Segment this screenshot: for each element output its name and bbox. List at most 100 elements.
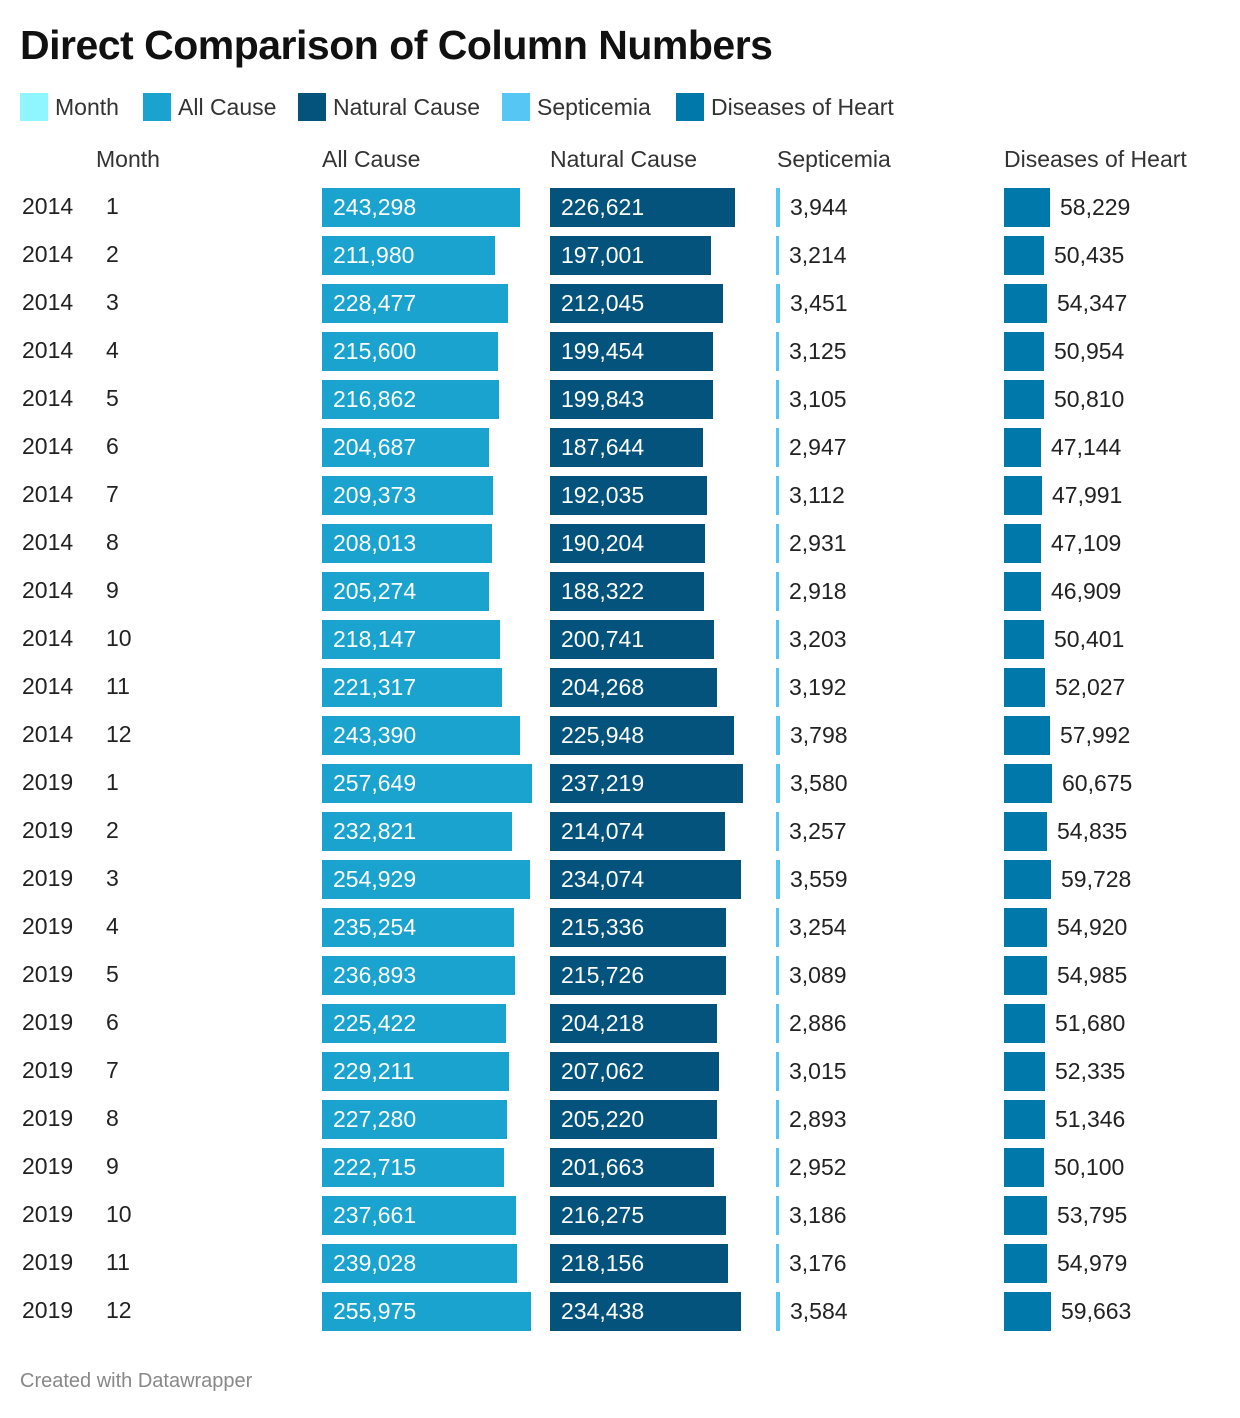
bar-all-cause (322, 620, 500, 659)
cell-year: 2019 (22, 865, 74, 891)
bar-septicemia (776, 1244, 779, 1283)
bar-septicemia (776, 476, 779, 515)
column-header-septicemia[interactable]: Septicemia (777, 146, 891, 172)
bar-label-natural-cause: 225,948 (561, 722, 645, 748)
bar-label-all-cause: 227,280 (333, 1106, 417, 1132)
column-header-natural-cause[interactable]: Natural Cause (550, 146, 698, 172)
bar-label-all-cause: 243,298 (333, 194, 417, 220)
bar-label-all-cause: 208,013 (333, 530, 417, 556)
bar-label-all-cause: 216,862 (333, 386, 417, 412)
bar-label-diseases-of-heart: 54,347 (1057, 290, 1128, 316)
bar-diseases-of-heart (1004, 524, 1041, 563)
bar-label-septicemia: 2,886 (789, 1010, 847, 1036)
bar-septicemia (776, 908, 779, 947)
bar-diseases-of-heart (1004, 188, 1050, 227)
legend-item-natural-cause: Natural Cause (298, 92, 480, 122)
bar-natural-cause (550, 812, 725, 851)
bar-label-all-cause: 239,028 (333, 1250, 417, 1276)
legend-label-diseases-of-heart: Diseases of Heart (711, 93, 894, 120)
bar-label-diseases-of-heart: 51,680 (1055, 1010, 1126, 1036)
cell-year: 2014 (22, 625, 74, 651)
cell-month: 3 (106, 865, 119, 891)
bar-label-all-cause: 204,687 (333, 434, 417, 460)
bar-label-diseases-of-heart: 50,954 (1054, 338, 1125, 364)
bar-diseases-of-heart (1004, 428, 1041, 467)
bar-label-diseases-of-heart: 59,663 (1061, 1298, 1132, 1324)
table-row: 2014 12 243,390 225,948 3,798 57,992 (0, 710, 1240, 758)
bar-label-septicemia: 3,944 (790, 194, 848, 220)
bar-label-all-cause: 205,274 (333, 578, 417, 604)
table-row: 2014 10 218,147 200,741 3,203 50,401 (0, 614, 1240, 662)
legend-swatch-all-cause (143, 93, 171, 121)
bar-septicemia (776, 860, 780, 899)
bar-label-diseases-of-heart: 57,992 (1060, 722, 1131, 748)
cell-year: 2014 (22, 577, 74, 603)
bar-natural-cause (550, 428, 703, 467)
bar-label-natural-cause: 215,336 (561, 914, 645, 940)
bar-all-cause (322, 1292, 531, 1331)
bar-label-natural-cause: 212,045 (561, 290, 645, 316)
table-row: 2019 10 237,661 216,275 3,186 53,795 (0, 1190, 1240, 1238)
cell-month: 5 (106, 385, 119, 411)
cell-year: 2019 (22, 1201, 74, 1227)
bar-label-natural-cause: 197,001 (561, 242, 645, 268)
bar-label-diseases-of-heart: 52,335 (1055, 1058, 1126, 1084)
bar-diseases-of-heart (1004, 236, 1044, 275)
bar-label-diseases-of-heart: 47,144 (1051, 434, 1122, 460)
bar-label-all-cause: 232,821 (333, 818, 417, 844)
bar-label-diseases-of-heart: 47,109 (1051, 530, 1122, 556)
legend-swatch-septicemia (502, 93, 530, 121)
bar-label-natural-cause: 214,074 (561, 818, 645, 844)
bar-label-septicemia: 3,214 (789, 242, 847, 268)
bar-label-septicemia: 2,952 (789, 1154, 847, 1180)
bar-diseases-of-heart (1004, 812, 1047, 851)
cell-month: 2 (106, 241, 119, 267)
cell-year: 2019 (22, 769, 74, 795)
legend-swatch-month (20, 93, 48, 121)
cell-year: 2019 (22, 817, 74, 843)
bar-septicemia (776, 764, 780, 803)
table-row: 2014 5 216,862 199,843 3,105 50,810 (0, 374, 1240, 422)
bar-label-natural-cause: 200,741 (561, 626, 645, 652)
cell-month: 9 (106, 577, 119, 603)
table-row: 2019 2 232,821 214,074 3,257 54,835 (0, 806, 1240, 854)
bar-label-natural-cause: 187,644 (561, 434, 645, 460)
legend-label-month: Month (55, 93, 119, 120)
table-row: 2019 6 225,422 204,218 2,886 51,680 (0, 998, 1240, 1046)
bar-label-natural-cause: 199,843 (561, 386, 645, 412)
bar-diseases-of-heart (1004, 764, 1052, 803)
column-header-diseases-of-heart[interactable]: Diseases of Heart (1004, 146, 1187, 172)
bar-label-septicemia: 3,203 (789, 626, 847, 652)
table-row: 2019 11 239,028 218,156 3,176 54,979 (0, 1238, 1240, 1286)
legend-label-all-cause: All Cause (178, 93, 277, 120)
bar-label-natural-cause: 234,074 (561, 866, 645, 892)
bar-label-all-cause: 254,929 (333, 866, 417, 892)
bar-natural-cause (550, 668, 717, 707)
cell-year: 2019 (22, 1057, 74, 1083)
column-header-month[interactable]: Month (96, 146, 160, 172)
bar-diseases-of-heart (1004, 476, 1042, 515)
chart-title: Direct Comparison of Column Numbers (20, 22, 773, 68)
cell-month: 1 (106, 193, 119, 219)
bar-label-diseases-of-heart: 51,346 (1055, 1106, 1126, 1132)
bar-septicemia (776, 956, 779, 995)
bar-label-septicemia: 3,584 (790, 1298, 848, 1324)
bar-label-septicemia: 3,580 (790, 770, 848, 796)
bar-diseases-of-heart (1004, 908, 1047, 947)
cell-month: 4 (106, 913, 119, 939)
column-header-all-cause[interactable]: All Cause (322, 146, 421, 172)
bar-natural-cause (550, 380, 713, 419)
table-row: 2019 5 236,893 215,726 3,089 54,985 (0, 950, 1240, 998)
cell-month: 10 (106, 625, 132, 651)
bar-label-natural-cause: 234,438 (561, 1298, 645, 1324)
cell-year: 2014 (22, 241, 74, 267)
bar-diseases-of-heart (1004, 1100, 1045, 1139)
bar-natural-cause (550, 332, 713, 371)
bar-septicemia (776, 284, 780, 323)
bar-diseases-of-heart (1004, 1004, 1045, 1043)
cell-year: 2014 (22, 193, 74, 219)
bar-septicemia (776, 1052, 779, 1091)
bar-label-all-cause: 229,211 (333, 1058, 415, 1084)
bar-all-cause (322, 428, 489, 467)
bar-septicemia (776, 1148, 779, 1187)
